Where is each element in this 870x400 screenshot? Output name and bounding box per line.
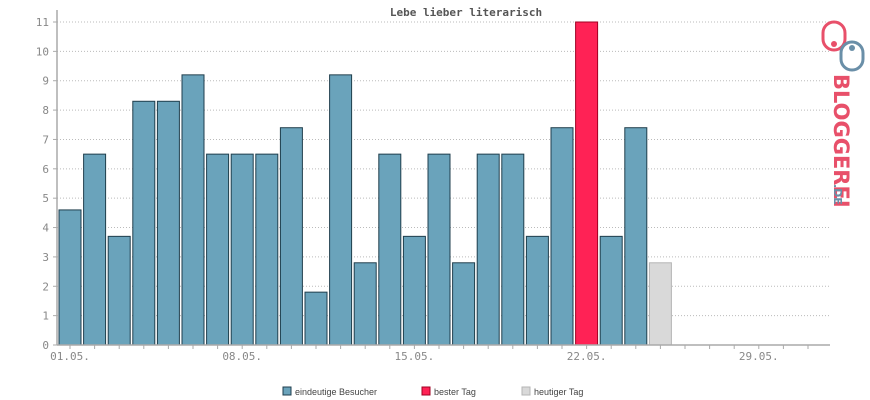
y-tick-label: 8 [42,104,49,117]
y-tick-label: 11 [36,16,49,29]
legend-label-today: heutiger Tag [534,387,583,397]
bar-visitors [427,153,451,346]
y-tick-label: 9 [42,75,49,88]
bar-visitors [378,153,402,346]
x-tick-label: 08.05. [222,350,262,363]
bar-visitors [255,153,279,346]
legend-label-best: bester Tag [434,387,476,397]
y-tick-label: 0 [42,339,49,352]
bar-visitors [624,127,648,346]
bar-visitors [525,235,549,346]
bar-visitors [476,153,500,346]
bar-visitors [452,262,476,346]
legend: eindeutige Besucher bester Tag heutiger Ta… [282,386,583,397]
logo-text: BLOGGEREI [829,74,853,208]
logo-mark-icon [821,20,865,72]
bar-visitors [599,235,623,346]
chart-title: Lebe lieber literarisch [390,6,542,19]
y-tick-label: 10 [36,45,49,58]
bloggerei-logo[interactable]: BLOGGEREI .DE [821,20,865,208]
bar-visitors [550,127,574,346]
y-tick-label: 6 [42,163,49,176]
x-tick-label: 15.05. [395,350,435,363]
bar-visitors [353,262,377,346]
legend-label-visitors: eindeutige Besucher [295,387,377,397]
bar-visitors [402,235,426,346]
x-tick-label: 22.05. [567,350,607,363]
y-tick-label: 2 [42,280,49,293]
y-tick-label: 3 [42,251,49,264]
bar-visitors [83,153,107,346]
bar-visitors [107,235,131,346]
bar-visitors [230,153,254,346]
x-tick-label: 29.05. [739,350,779,363]
y-axis-ticks: 0 1 2 3 4 5 6 7 8 9 10 11 [36,16,57,352]
legend-swatch-visitors [282,386,292,396]
y-tick-label: 1 [42,310,49,323]
bar-best-day [575,21,599,346]
x-tick-label: 01.05. [50,350,90,363]
bar-visitors [304,291,328,346]
y-tick-label: 4 [42,222,49,235]
y-tick-label: 5 [42,192,49,205]
bar-visitors [279,127,303,346]
y-tick-label: 7 [42,133,49,146]
bar-visitors [132,100,156,346]
bar-today [648,262,672,346]
logo-suffix: .DE [831,184,844,205]
bars [58,21,672,346]
axes [56,10,830,346]
bar-visitors [206,153,230,346]
bar-visitors [156,100,180,346]
legend-swatch-today [521,386,531,396]
bar-visitors [181,74,205,346]
legend-swatch-best [421,386,431,396]
bar-visitors [501,153,525,346]
bar-visitors [58,209,82,346]
x-axis-ticks: 01.05. 08.05. 15.05. 22.05. 29.05. [50,345,809,363]
bar-visitors [329,74,353,346]
